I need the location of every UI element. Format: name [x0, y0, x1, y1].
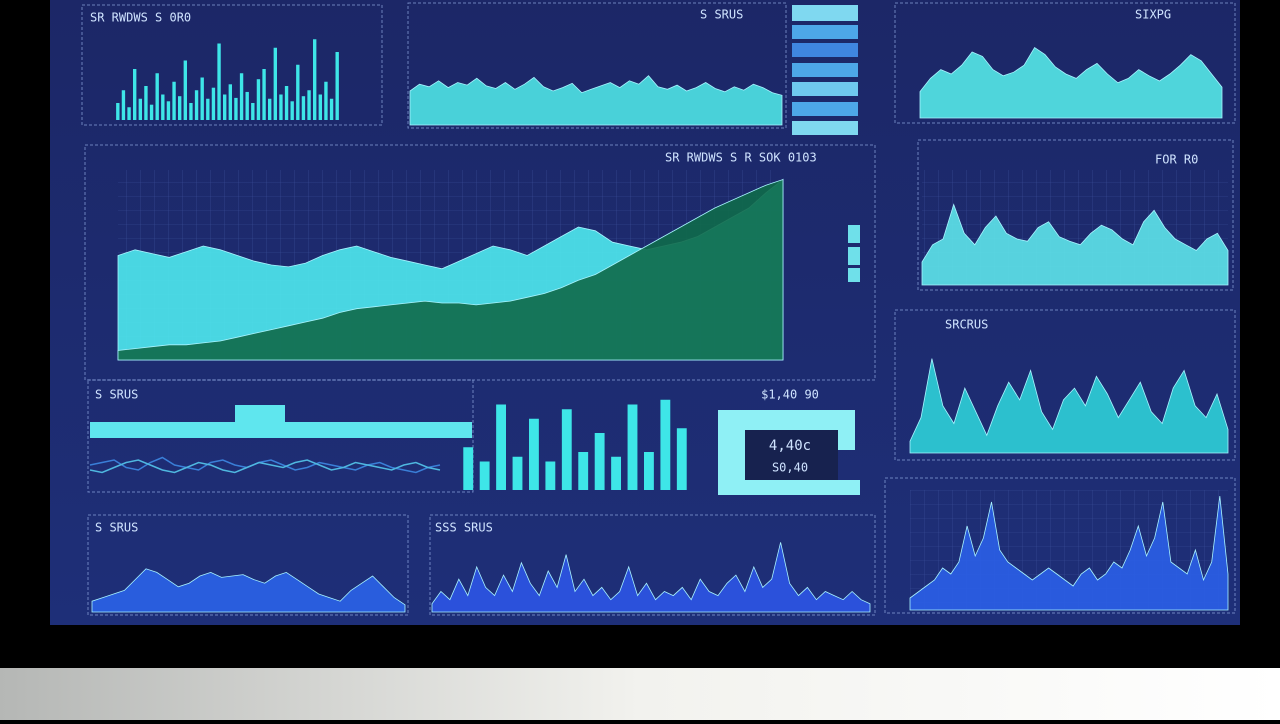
bar [335, 52, 339, 120]
side-strip [90, 5, 860, 438]
panel-title: S SRUS [95, 521, 138, 535]
bar [290, 101, 294, 120]
bar [301, 96, 306, 120]
area [909, 358, 1229, 454]
bar [239, 73, 244, 120]
bar [200, 77, 204, 120]
bar [194, 90, 199, 120]
bar [234, 97, 238, 120]
widget-heading: $1,40 90 [761, 388, 819, 402]
bar [166, 101, 171, 120]
bar [256, 79, 261, 120]
widget-note: S0,40 [772, 461, 808, 475]
bar [307, 90, 311, 120]
bar [496, 404, 506, 490]
bar [206, 98, 210, 120]
bar [660, 399, 671, 490]
bar [273, 47, 277, 120]
bar [178, 96, 182, 120]
panel-title: S SRUS [95, 388, 138, 402]
area [431, 542, 871, 613]
bar [189, 103, 193, 120]
bar [578, 452, 589, 490]
bar [217, 43, 221, 120]
bar [644, 452, 654, 490]
bar [512, 456, 523, 490]
widget-value: 4,40c [769, 438, 811, 454]
bar [228, 84, 232, 120]
area [409, 75, 783, 126]
panel-title: SSS SRUS [435, 521, 493, 535]
widget: $1,40 90 4,40c S0,40 [718, 388, 860, 495]
bar [127, 107, 131, 120]
area [921, 203, 1229, 286]
bar [121, 90, 126, 120]
bar [245, 91, 249, 120]
bar [324, 81, 328, 120]
bar [138, 98, 142, 120]
area [91, 568, 406, 613]
panel-title: FOR R0 [1155, 153, 1198, 167]
area [919, 47, 1223, 119]
bar [561, 409, 572, 490]
bar [594, 433, 605, 490]
line [89, 459, 441, 474]
bar [318, 94, 322, 120]
bar [262, 69, 266, 120]
desk [0, 668, 1280, 720]
bar [161, 94, 165, 120]
bar [463, 447, 474, 490]
area [909, 495, 1229, 611]
panel-title: S SRUS [700, 8, 743, 22]
bar [284, 86, 289, 120]
bar [611, 456, 621, 490]
bar [223, 94, 227, 120]
bar [211, 87, 216, 120]
bar [676, 428, 687, 490]
bar [545, 461, 556, 490]
bar [479, 461, 490, 490]
bar [172, 81, 176, 120]
area [117, 178, 784, 361]
bar [155, 73, 159, 120]
bar [329, 98, 334, 120]
bar [296, 64, 300, 120]
bar [279, 94, 283, 120]
bar [133, 69, 137, 120]
bar [183, 60, 187, 120]
panel-title: SR RWDWS S R SOK 0103 [665, 151, 817, 165]
bar [529, 418, 539, 490]
bar [627, 404, 638, 490]
frames [81, 2, 1236, 616]
bar [268, 98, 272, 120]
panel-title: SRCRUS [945, 318, 988, 332]
panel-title: SR RWDWS S 0R0 [90, 11, 191, 25]
bar [251, 103, 255, 120]
panel-title: SIXPG [1135, 8, 1171, 22]
bar [116, 103, 120, 120]
bar [313, 39, 317, 120]
bar [149, 104, 154, 120]
bar [144, 86, 148, 120]
